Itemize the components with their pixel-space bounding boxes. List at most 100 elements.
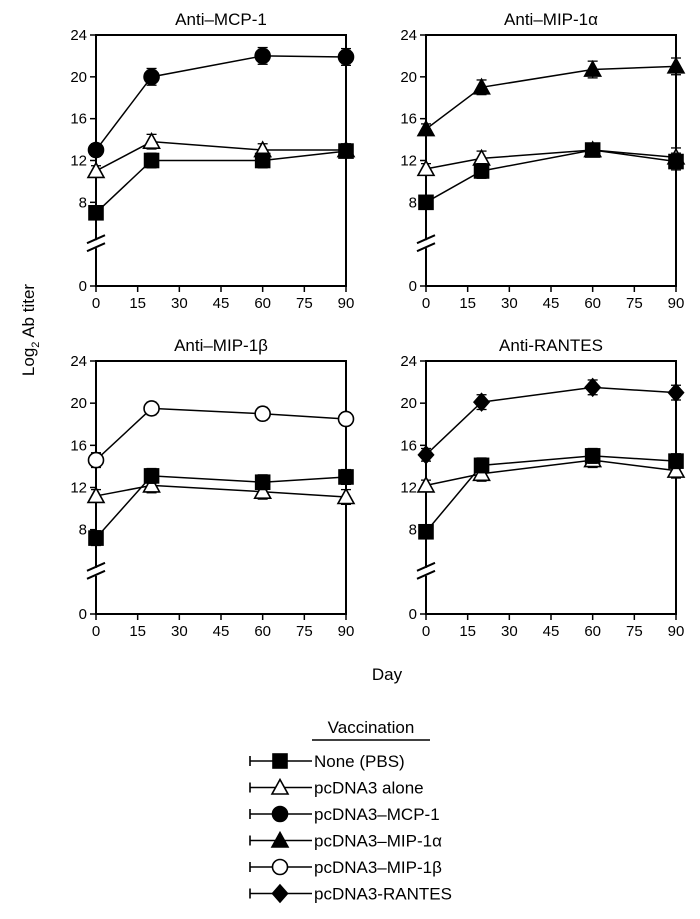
panel-anti-rantes: Anti-RANTES 0 8 12 16 20 24 0 15 30 45 60 75 90	[400, 336, 686, 640]
legend-label: pcDNA3-RANTES	[314, 885, 452, 904]
panel-title: Anti–MIP-1β	[174, 336, 268, 355]
y-axis-title: Log2 Ab titer	[19, 284, 42, 376]
x-tick-label: 45	[213, 623, 230, 640]
legend-title: Vaccination	[328, 718, 415, 737]
panel-title: Anti–MIP-1α	[504, 10, 598, 29]
data-point	[86, 161, 106, 179]
series-none-pbs	[418, 142, 684, 211]
data-point	[143, 68, 160, 86]
data-point	[472, 77, 491, 95]
axis-break-slash	[86, 561, 106, 572]
data-point	[87, 451, 105, 469]
series-line	[95, 475, 347, 539]
data-point	[338, 469, 354, 485]
x-tick-label: 90	[338, 295, 355, 312]
x-tick-label: 15	[129, 623, 146, 640]
axis-break-slash	[416, 561, 436, 572]
data-point	[143, 400, 160, 417]
x-tick-label: 15	[459, 623, 476, 640]
axis-break-gap	[421, 567, 431, 576]
y-tick-label: 16	[400, 437, 417, 454]
series-pcdna3-mcp-1	[87, 46, 355, 159]
y-tick-label: 8	[409, 194, 417, 211]
data-point	[86, 486, 106, 504]
data-point	[254, 474, 271, 491]
data-point	[143, 468, 160, 484]
series-line	[425, 149, 677, 170]
legend-item-none-pbs: None (PBS)	[249, 752, 405, 771]
x-tick-label: 60	[254, 295, 271, 312]
series-pcdna3-alone	[86, 475, 356, 506]
y-tick-label: 8	[79, 522, 87, 539]
legend: Vaccination None (PBS) pcDNA3 alone pcDNA3…	[249, 718, 452, 904]
series-pcdna3-mip-1	[87, 400, 355, 469]
y-tick-label: 12	[70, 480, 87, 497]
x-tick-label: 30	[171, 623, 188, 640]
axis-break-slash	[86, 234, 106, 245]
panel-title: Anti–MCP-1	[175, 10, 267, 29]
x-axis-title: Day	[372, 665, 403, 684]
panel-anti-mip-1: Anti–MIP-1α 0 8 12 16 20 24 0 15 30 45 60 75 90	[400, 10, 686, 312]
y-tick-label: 8	[79, 194, 87, 211]
series-none-pbs	[418, 447, 684, 540]
legend-item-pcdna3-mip-1: pcDNA3–MIP-1β	[249, 858, 442, 877]
y-tick-label: 12	[70, 153, 87, 170]
x-tick-label: 60	[254, 623, 271, 640]
y-tick-label: 0	[409, 278, 417, 295]
data-point	[254, 405, 271, 423]
data-point	[336, 487, 356, 505]
x-tick-label: 45	[543, 623, 560, 640]
series-line	[95, 150, 347, 214]
series-line	[425, 65, 677, 130]
data-point	[668, 453, 684, 469]
legend-item-pcdna3-rantes: pcDNA3-RANTES	[249, 883, 452, 904]
data-point	[584, 377, 602, 398]
data-point	[337, 48, 355, 66]
series-line	[425, 386, 677, 456]
series-line	[95, 484, 347, 498]
data-point	[666, 460, 686, 478]
axis-break-gap	[421, 240, 431, 249]
data-point	[253, 482, 273, 500]
legend-label: pcDNA3–MCP-1	[314, 805, 440, 824]
x-tick-label: 90	[338, 623, 355, 640]
series-none-pbs	[88, 467, 354, 547]
x-tick-label: 75	[296, 623, 313, 640]
axis-break-mark	[86, 234, 106, 253]
y-tick-label: 24	[70, 27, 87, 44]
x-tick-label: 60	[584, 623, 601, 640]
plot-frame	[95, 360, 347, 615]
x-tick-label: 0	[422, 623, 430, 640]
x-tick-label: 60	[584, 295, 601, 312]
series-line	[425, 459, 677, 487]
y-tick-label: 0	[79, 606, 87, 623]
axis-break-slash	[86, 569, 106, 580]
axis-break-mark	[416, 561, 436, 580]
series-pcdna3-rantes	[417, 377, 685, 465]
y-tick-label: 24	[70, 353, 87, 370]
y-tick-label: 20	[400, 69, 417, 86]
series-pcdna3-alone	[416, 140, 686, 177]
legend-marker	[271, 883, 289, 904]
axis-break-slash	[86, 242, 106, 253]
x-tick-label: 30	[501, 623, 518, 640]
y-tick-label: 8	[409, 522, 417, 539]
data-point	[254, 152, 271, 169]
data-point	[584, 448, 601, 464]
legend-label: pcDNA3–MIP-1α	[314, 832, 442, 851]
data-point	[418, 523, 434, 540]
x-tick-label: 15	[129, 295, 146, 312]
series-line	[425, 149, 677, 203]
x-tick-label: 30	[171, 295, 188, 312]
data-point	[337, 410, 355, 428]
data-point	[416, 159, 436, 177]
x-tick-label: 45	[213, 295, 230, 312]
legend-label: pcDNA3 alone	[314, 779, 424, 798]
x-tick-label: 0	[92, 623, 100, 640]
data-point	[416, 119, 436, 137]
panel-anti-mip-1: Anti–MIP-1β 0 8 12 16 20 24 0 15 30 45 60 75 90	[70, 336, 356, 640]
y-tick-label: 24	[400, 353, 417, 370]
axis-break-mark	[86, 561, 106, 580]
axis-break-mark	[416, 234, 436, 253]
x-tick-label: 75	[626, 295, 643, 312]
